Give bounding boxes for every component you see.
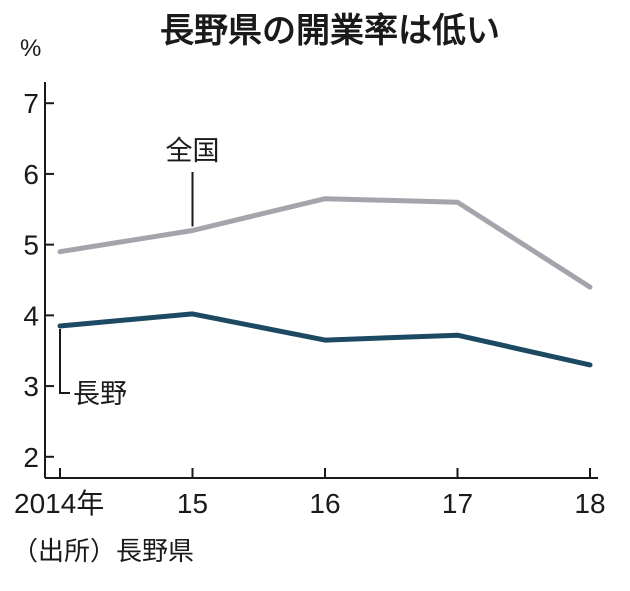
- leader-line-nagano: [59, 328, 70, 394]
- data-point: [589, 363, 592, 366]
- series-label-nagano: 長野: [73, 379, 127, 410]
- y-tick-label: 7: [23, 88, 39, 119]
- data-point: [59, 250, 62, 253]
- data-point: [456, 201, 459, 204]
- x-tick-label: 16: [309, 488, 340, 519]
- x-tick-label: 18: [574, 488, 605, 519]
- y-ticks-group: 2 3 4 5 6 7: [23, 88, 54, 473]
- data-point: [456, 334, 459, 337]
- series-label-zenkoku: 全国: [166, 136, 220, 167]
- x-tick-label: 17: [442, 488, 473, 519]
- data-point: [191, 312, 194, 315]
- unit-group: %: [20, 35, 41, 62]
- series-line-nagano: [57, 311, 593, 368]
- y-tick-label: 6: [23, 159, 39, 190]
- y-tick-label: 2: [23, 442, 39, 473]
- data-point: [191, 229, 194, 232]
- data-point: [589, 286, 592, 289]
- chart-title: 長野県の開業率は低い: [160, 11, 500, 51]
- data-point: [324, 339, 327, 342]
- data-point: [324, 197, 327, 200]
- series-group: [57, 196, 593, 368]
- axes-group: [44, 82, 598, 479]
- source-group: （出所）長野県: [12, 537, 194, 567]
- data-point: [59, 324, 62, 327]
- y-tick-label: 5: [23, 230, 39, 261]
- y-tick-label: 4: [23, 300, 39, 331]
- x-tick-label: 2014年: [14, 488, 104, 519]
- x-ticks-group: 2014年 15 16 17 18: [14, 468, 606, 519]
- y-tick-label: 3: [23, 371, 39, 402]
- x-tick-label: 15: [177, 488, 208, 519]
- series-line-zenkoku: [57, 196, 593, 290]
- title-group: 長野県の開業率は低い: [160, 11, 500, 51]
- y-axis-unit: %: [20, 35, 41, 62]
- source-note: （出所）長野県: [12, 537, 194, 567]
